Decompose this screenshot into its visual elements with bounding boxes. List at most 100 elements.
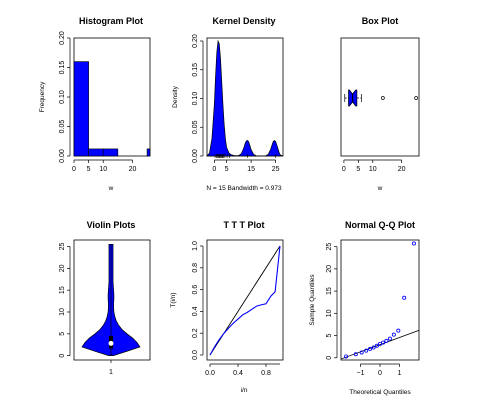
y-tick-label: 0.20 <box>59 31 66 45</box>
histogram-bar <box>73 61 89 157</box>
histogram-bars <box>73 61 151 157</box>
boxplot-marks <box>344 89 418 107</box>
qq-point <box>353 352 358 357</box>
qq-point <box>359 350 364 355</box>
boxplot-x-label: w <box>377 185 383 192</box>
x-tick-label: 25 <box>272 166 280 173</box>
qq-point <box>381 340 386 345</box>
panel-ttt: T T T Plot 0.0 0.4 0.8 0.0 0.2 0.4 0.6 0.8 1.0 i… <box>170 220 284 394</box>
histogram-y-label: Frequency <box>39 81 46 112</box>
density-curve <box>206 39 284 157</box>
y-tick-label: 0.00 <box>192 149 199 163</box>
x-tick-label: 5 <box>87 166 91 173</box>
histogram-bar <box>88 148 104 157</box>
qq-frame <box>340 239 420 361</box>
y-tick-label: 20 <box>326 265 333 273</box>
qq-reference-line <box>341 329 419 360</box>
qq-point <box>344 354 349 359</box>
qq-marks <box>341 241 419 360</box>
qq-point <box>371 345 376 350</box>
histogram-bar <box>146 148 151 157</box>
panel-histogram: Histogram Plot 0 5 10 20 0.00 0.05 0.10 0.15 0.2… <box>39 16 151 192</box>
y-tick-label: 0.8 <box>192 263 199 273</box>
x-tick-label: 15 <box>247 166 255 173</box>
y-tick-label: 1.0 <box>192 241 199 251</box>
box-outlier <box>414 96 418 100</box>
x-tick-label: 0 <box>72 166 76 173</box>
y-tick-label: 0.15 <box>192 63 199 77</box>
ttt-y-label: T(i/n) <box>170 292 177 307</box>
y-tick-label: 15 <box>326 287 333 295</box>
histogram-title: Histogram Plot <box>79 16 143 26</box>
y-tick-label: 0.6 <box>192 285 199 295</box>
qq-point <box>368 346 373 351</box>
y-tick-label: 5 <box>59 332 66 336</box>
y-tick-label: 0.0 <box>192 350 199 360</box>
x-tick-label: 0.0 <box>205 370 215 377</box>
panel-violin: Violin Plots 0 5 10 15 20 25 1 <box>59 220 151 376</box>
box-outlier <box>381 96 385 100</box>
density-x-label: N = 15 Bandwidth = 0.973 <box>206 185 282 192</box>
qq-y-label: Sample Quantiles <box>309 274 316 326</box>
y-tick-label: 25 <box>59 243 66 251</box>
y-tick-label: 0.05 <box>192 120 199 134</box>
violin-marks <box>81 244 141 356</box>
y-tick-label: 20 <box>59 264 66 272</box>
x-tick-label: −1 <box>357 370 365 377</box>
y-tick-label: 0 <box>326 356 333 360</box>
y-tick-label: 0.4 <box>192 306 199 316</box>
y-tick-label: 0.20 <box>192 34 199 48</box>
x-tick-label: 0 <box>212 166 216 173</box>
y-tick-label: 25 <box>326 243 333 251</box>
x-tick-label: 0 <box>378 370 382 377</box>
ttt-title: T T T Plot <box>224 220 265 230</box>
y-tick-label: 0.15 <box>59 61 66 75</box>
density-y-label: Density <box>172 85 179 107</box>
x-tick-label: 0 <box>342 166 346 173</box>
density-plot <box>206 39 284 158</box>
qq-point <box>396 328 401 333</box>
x-tick-label: 10 <box>99 166 107 173</box>
y-tick-label: 0 <box>59 354 66 358</box>
boxplot-frame <box>340 37 420 157</box>
qq-point <box>374 343 379 348</box>
violin-frame <box>73 239 151 361</box>
x-tick-label: 0.8 <box>261 370 271 377</box>
ttt-frame <box>206 239 284 361</box>
x-tick-label: 20 <box>398 166 406 173</box>
boxplot-title: Box Plot <box>362 16 399 26</box>
y-tick-label: 0.05 <box>59 120 66 134</box>
qq-point <box>402 295 407 300</box>
x-tick-label: 1 <box>398 370 402 377</box>
histogram-x-label: w <box>108 185 114 192</box>
ttt-marks <box>209 245 281 356</box>
y-tick-label: 0.2 <box>192 328 199 338</box>
y-tick-label: 0.00 <box>59 149 66 163</box>
ttt-x-label: i/n <box>241 387 248 394</box>
panel-kernel-density: Kernel Density 0 5 15 25 0.00 0.05 0.10 0.15 0.2… <box>172 16 284 192</box>
x-tick-label: 0.4 <box>233 370 243 377</box>
histogram-bar <box>102 148 119 157</box>
x-tick-label: 5 <box>356 166 360 173</box>
violin-median <box>108 340 114 346</box>
violin-title: Violin Plots <box>87 220 136 230</box>
qq-point <box>391 332 396 337</box>
panel-box-plot: Box Plot 0 5 10 20 w <box>340 16 420 192</box>
y-tick-label: 0.10 <box>59 90 66 104</box>
qq-x-label: Theoretical Quantiles <box>349 389 411 396</box>
y-tick-label: 10 <box>59 308 66 316</box>
qq-point <box>364 348 369 353</box>
x-tick-label: 5 <box>225 166 229 173</box>
qq-point <box>411 241 416 246</box>
qq-title: Normal Q-Q Plot <box>345 220 415 230</box>
density-title: Kernel Density <box>212 16 275 26</box>
qq-point <box>387 336 392 341</box>
x-tick-label: 20 <box>129 166 137 173</box>
y-tick-label: 10 <box>326 309 333 317</box>
qq-point <box>384 338 389 343</box>
y-tick-label: 15 <box>59 286 66 294</box>
ttt-curve <box>209 245 281 356</box>
x-tick-label: 1 <box>109 369 113 376</box>
